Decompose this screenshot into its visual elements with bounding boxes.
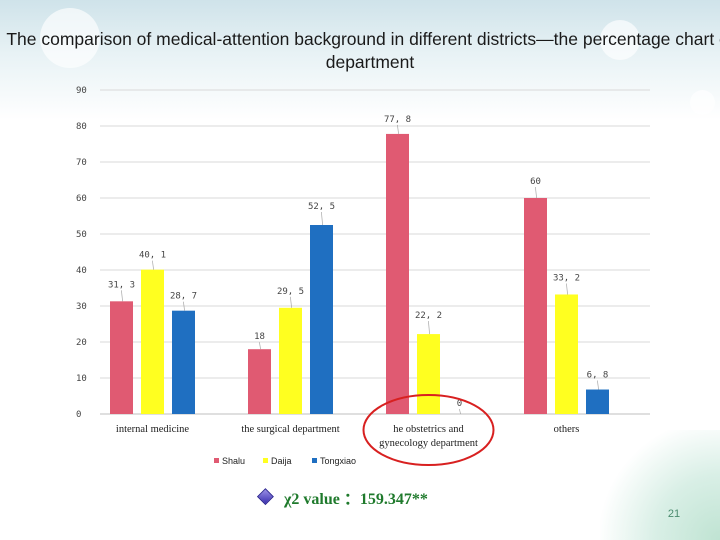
legend-label-shalu: Shalu	[222, 456, 245, 466]
bar-daija-1	[279, 307, 302, 414]
chart-title: The comparison of medical-attention back…	[6, 29, 720, 72]
bar-daija-3	[555, 294, 578, 414]
data-label: 22, 2	[415, 311, 442, 321]
data-labels: 31, 3 18 77, 8 60 40, 1 29, 5 22, 2 33, 2 28, 7 5…	[108, 115, 609, 415]
data-label: 33, 2	[553, 273, 580, 283]
bar-shalu-0	[110, 301, 133, 414]
highlight-ellipse	[362, 394, 495, 466]
y-tick-label: 0	[76, 410, 81, 420]
category-label: others	[554, 424, 580, 435]
data-label: 6, 8	[587, 371, 609, 381]
data-label-leader	[290, 296, 292, 308]
chi-square-text: χ2 value ：159.347**	[284, 491, 428, 508]
bar-daija-0	[141, 269, 164, 414]
background-gradient	[0, 0, 720, 120]
data-label: 77, 8	[384, 115, 411, 125]
legend: Shalu Daija Tongxiao	[214, 456, 356, 466]
bar-shalu-2	[386, 133, 409, 415]
data-label: 0	[457, 399, 462, 409]
y-tick-label: 80	[76, 122, 87, 132]
bar-tongxiao-0	[172, 310, 195, 414]
bar-daija-2	[417, 334, 440, 414]
legend-label-daija: Daija	[271, 456, 292, 466]
category-label-line: the surgical department	[241, 424, 339, 435]
y-tick-label: 40	[76, 266, 87, 276]
y-tick-label: 60	[76, 194, 87, 204]
data-label: 60	[530, 177, 541, 187]
category-labels: internal medicine the surgical department…	[116, 424, 579, 449]
page-number: 21	[667, 508, 681, 520]
chi-square-footnote: χ2 value ：159.347**	[256, 485, 468, 508]
background-bubble	[690, 90, 715, 115]
data-label-leader	[121, 290, 123, 302]
data-label-leader	[152, 260, 154, 270]
y-tick-label: 30	[76, 302, 87, 312]
data-label: 31, 3	[108, 280, 135, 290]
y-tick-label: 90	[76, 86, 87, 96]
category-label-line: gynecology department	[379, 438, 478, 449]
bar-shalu-3	[524, 198, 547, 414]
data-label-leader	[535, 186, 537, 199]
bar-tongxiao-3	[586, 389, 609, 414]
category-label: he obstetrics and gynecology department	[379, 424, 478, 449]
background-bubble	[600, 20, 640, 60]
category-label-line: he obstetrics and	[393, 424, 464, 435]
data-label-leader	[259, 342, 261, 350]
y-tick-label: 10	[76, 374, 87, 384]
data-label: 40, 1	[139, 251, 166, 261]
data-label: 52, 5	[308, 202, 335, 212]
category-label: the surgical department	[241, 424, 339, 435]
data-label-leader	[459, 408, 461, 415]
y-axis-ticks: 0 10 20 30 40 50 60 70 80 90	[76, 86, 87, 420]
category-label: internal medicine	[116, 424, 190, 435]
data-label-leader	[428, 321, 430, 335]
bars	[110, 133, 609, 415]
y-tick-label: 20	[76, 338, 87, 348]
y-tick-label: 50	[76, 230, 87, 240]
highlight-annotation	[362, 394, 495, 466]
diamond-bullet-icon	[256, 488, 274, 506]
bar-tongxiao-1	[310, 225, 333, 414]
bar-shalu-1	[248, 349, 271, 414]
background-bubble	[40, 8, 100, 68]
legend-swatch-daija	[263, 458, 268, 463]
data-label-leader	[321, 211, 323, 226]
data-label-leader	[397, 124, 399, 134]
legend-label-tongxiao: Tongxiao	[320, 456, 356, 466]
category-label-line: internal medicine	[116, 424, 190, 435]
legend-swatch-tongxiao	[312, 458, 317, 463]
legend-swatch-shalu	[214, 458, 219, 463]
data-label-leader	[566, 283, 568, 295]
y-tick-label: 70	[76, 158, 87, 168]
background-corner-decoration	[600, 430, 720, 540]
category-label-line: others	[554, 424, 580, 435]
data-label: 29, 5	[277, 287, 304, 297]
data-label-leader	[597, 380, 599, 390]
data-label-leader	[183, 301, 185, 311]
data-label: 18	[254, 332, 265, 342]
data-label: 28, 7	[170, 292, 197, 302]
